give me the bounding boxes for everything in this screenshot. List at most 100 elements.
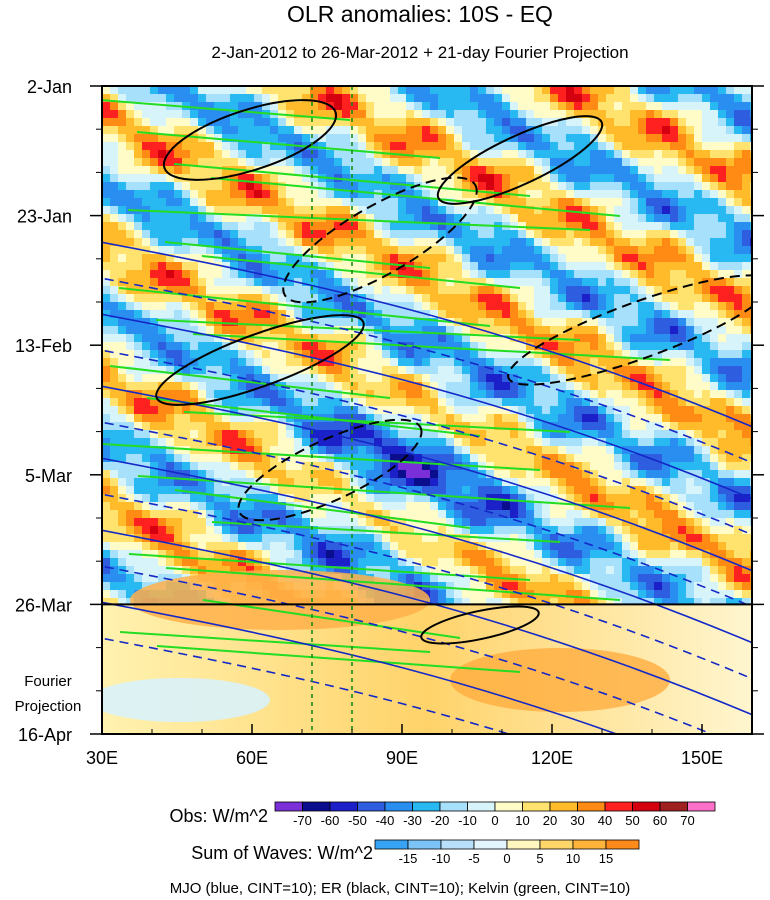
anomaly-cell [374, 406, 383, 415]
anomaly-cell [446, 438, 455, 447]
anomaly-cell [542, 534, 551, 543]
anomaly-cell [558, 454, 567, 463]
anomaly-cell [398, 134, 407, 143]
anomaly-cell [646, 302, 655, 311]
anomaly-cell [454, 398, 463, 407]
anomaly-cell [678, 550, 687, 559]
anomaly-cell [710, 430, 719, 439]
anomaly-cell [142, 294, 151, 303]
anomaly-cell [246, 494, 255, 503]
anomaly-cell [590, 302, 599, 311]
anomaly-cell [478, 350, 487, 359]
anomaly-cell [742, 110, 751, 119]
anomaly-cell [318, 478, 327, 487]
anomaly-cell [278, 518, 287, 527]
anomaly-cell [678, 454, 687, 463]
anomaly-cell [502, 262, 511, 271]
anomaly-cell [702, 254, 711, 263]
anomaly-cell [462, 310, 471, 319]
anomaly-cell [174, 414, 183, 423]
anomaly-cell [566, 494, 575, 503]
anomaly-cell [622, 222, 631, 231]
anomaly-cell [622, 398, 631, 407]
anomaly-cell [350, 550, 359, 559]
anomaly-cell [694, 510, 703, 519]
anomaly-cell [166, 310, 175, 319]
anomaly-cell [710, 118, 719, 127]
anomaly-cell [534, 390, 543, 399]
anomaly-cell [126, 542, 135, 551]
anomaly-cell [638, 166, 647, 175]
anomaly-cell [398, 182, 407, 191]
anomaly-cell [174, 462, 183, 471]
anomaly-cell [710, 246, 719, 255]
anomaly-cell [182, 270, 191, 279]
anomaly-cell [110, 262, 119, 271]
anomaly-cell [174, 142, 183, 151]
anomaly-cell [550, 270, 559, 279]
anomaly-cell [446, 430, 455, 439]
anomaly-cell [166, 142, 175, 151]
anomaly-cell [174, 374, 183, 383]
anomaly-cell [374, 198, 383, 207]
anomaly-cell [430, 214, 439, 223]
anomaly-cell [598, 486, 607, 495]
anomaly-cell [350, 518, 359, 527]
anomaly-cell [142, 110, 151, 119]
anomaly-cell [118, 486, 127, 495]
anomaly-cell [494, 430, 503, 439]
anomaly-cell [390, 214, 399, 223]
anomaly-cell [630, 150, 639, 159]
anomaly-cell [702, 214, 711, 223]
anomaly-cell [510, 446, 519, 455]
anomaly-cell [150, 326, 159, 335]
anomaly-cell [190, 214, 199, 223]
anomaly-cell [390, 238, 399, 247]
anomaly-cell [406, 438, 415, 447]
anomaly-cell [214, 286, 223, 295]
anomaly-cell [174, 198, 183, 207]
anomaly-cell [486, 158, 495, 167]
anomaly-cell [406, 502, 415, 511]
anomaly-cell [326, 334, 335, 343]
anomaly-cell [166, 542, 175, 551]
anomaly-cell [478, 430, 487, 439]
anomaly-cell [350, 158, 359, 167]
anomaly-cell [422, 206, 431, 215]
anomaly-cell [382, 486, 391, 495]
anomaly-cell [502, 166, 511, 175]
anomaly-cell [438, 126, 447, 135]
anomaly-cell [454, 494, 463, 503]
anomaly-cell [118, 342, 127, 351]
anomaly-cell [702, 358, 711, 367]
anomaly-cell [510, 110, 519, 119]
anomaly-cell [398, 302, 407, 311]
anomaly-cell [462, 502, 471, 511]
anomaly-cell [182, 174, 191, 183]
anomaly-cell [470, 166, 479, 175]
anomaly-cell [542, 134, 551, 143]
anomaly-cell [110, 534, 119, 543]
anomaly-cell [350, 302, 359, 311]
anomaly-cell [246, 374, 255, 383]
anomaly-cell [598, 446, 607, 455]
anomaly-cell [118, 110, 127, 119]
anomaly-cell [446, 310, 455, 319]
anomaly-cell [574, 174, 583, 183]
anomaly-cell [134, 446, 143, 455]
anomaly-cell [110, 446, 119, 455]
anomaly-cell [350, 310, 359, 319]
anomaly-cell [350, 182, 359, 191]
anomaly-cell [526, 102, 535, 111]
anomaly-cell [606, 222, 615, 231]
anomaly-cell [478, 158, 487, 167]
anomaly-cell [710, 206, 719, 215]
anomaly-cell [502, 390, 511, 399]
anomaly-cell [590, 262, 599, 271]
anomaly-cell [254, 262, 263, 271]
anomaly-cell [134, 558, 143, 567]
anomaly-cell [430, 382, 439, 391]
anomaly-cell [174, 126, 183, 135]
anomaly-cell [118, 286, 127, 295]
anomaly-cell [350, 206, 359, 215]
